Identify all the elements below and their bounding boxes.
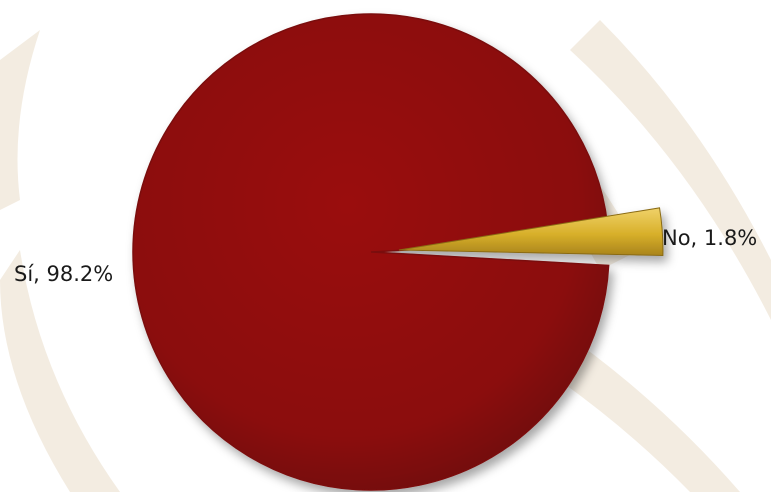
pie-slice-si bbox=[132, 13, 610, 491]
pie-slice-no bbox=[398, 207, 664, 256]
slice-label-no: No, 1.8% bbox=[662, 226, 757, 250]
slice-label-si: Sí, 98.2% bbox=[14, 262, 113, 286]
